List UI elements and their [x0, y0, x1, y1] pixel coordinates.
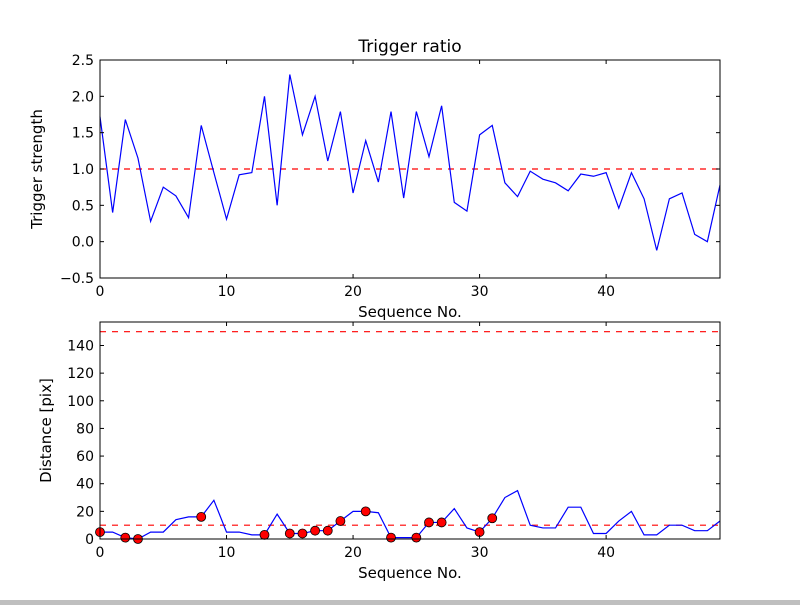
series-line — [100, 489, 721, 540]
y-tick-label: 0.0 — [72, 235, 94, 251]
x-tick-label: 20 — [344, 545, 362, 561]
y-tick-label: 2.5 — [72, 53, 94, 69]
data-point — [411, 532, 422, 543]
y-tick-label: 80 — [76, 421, 94, 437]
x-tick-label: 30 — [471, 545, 489, 561]
y-tick-label: 20 — [76, 504, 94, 520]
chart-title: Trigger ratio — [357, 37, 461, 57]
x-tick-label: 20 — [344, 284, 362, 300]
y-tick-label: 0.5 — [72, 198, 94, 214]
y-tick-label: 1.0 — [72, 162, 94, 178]
x-tick-label: 10 — [218, 545, 236, 561]
x-tick-label: 40 — [597, 545, 615, 561]
data-point — [322, 525, 333, 536]
x-axis-label: Sequence No. — [358, 303, 462, 321]
data-point — [120, 532, 131, 543]
y-tick-label: 140 — [67, 338, 94, 354]
x-tick-label: 0 — [96, 545, 105, 561]
data-point — [196, 511, 207, 522]
x-tick-label: 10 — [218, 284, 236, 300]
y-axis-label: Trigger strength — [28, 109, 46, 230]
data-point — [259, 529, 270, 540]
y-axis-label: Distance [pix] — [37, 378, 55, 483]
data-point — [310, 525, 321, 536]
x-tick-label: 30 — [471, 284, 489, 300]
data-point — [360, 506, 371, 517]
x-tick-label: 0 — [96, 284, 105, 300]
axes-frame — [99, 59, 721, 279]
y-tick-label: 120 — [67, 366, 94, 382]
data-point — [386, 532, 396, 543]
data-point — [487, 513, 498, 524]
y-tick-label: 40 — [76, 477, 94, 493]
data-point — [284, 528, 295, 539]
y-tick-label: 1.5 — [72, 126, 94, 142]
y-tick-label: 60 — [76, 449, 94, 465]
y-tick-label: −0.5 — [60, 271, 94, 287]
y-tick-label: 2.0 — [72, 89, 94, 105]
axes-frame — [99, 321, 721, 540]
y-tick-label: 100 — [67, 394, 94, 410]
x-axis-label: Sequence No. — [358, 564, 462, 582]
data-point — [335, 516, 346, 526]
y-tick-label: 0 — [85, 532, 94, 548]
data-point — [436, 517, 447, 528]
data-point — [297, 528, 308, 539]
x-tick-label: 40 — [597, 284, 615, 300]
data-point — [424, 517, 434, 528]
series-line — [99, 74, 721, 251]
